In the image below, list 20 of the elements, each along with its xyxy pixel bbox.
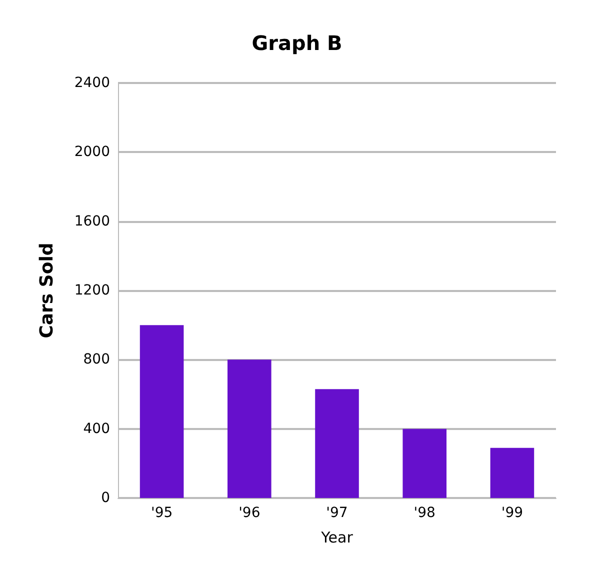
y-axis-title: Cars Sold	[36, 242, 58, 338]
y-tick-label: 2000	[74, 144, 110, 160]
x-tick-label: '97	[326, 505, 348, 521]
y-tick-label: 400	[83, 420, 110, 437]
x-tick-label: '98	[414, 505, 436, 521]
y-tick-label: 1600	[74, 213, 110, 230]
chart-title: Graph B	[252, 31, 342, 55]
x-tick-label: '99	[501, 505, 524, 521]
y-tick-label: 800	[83, 352, 110, 368]
y-tick-label: 2400	[74, 75, 110, 91]
bar	[490, 448, 534, 498]
y-tick-label: 0	[101, 490, 110, 506]
x-tick-label: '96	[238, 505, 260, 521]
bar	[140, 325, 184, 498]
bar	[228, 360, 272, 498]
bar	[402, 428, 446, 498]
bar	[315, 389, 359, 498]
x-axis-title: Year	[320, 528, 354, 546]
y-tick-label: 1200	[74, 282, 110, 298]
x-tick-label: '95	[150, 505, 173, 521]
